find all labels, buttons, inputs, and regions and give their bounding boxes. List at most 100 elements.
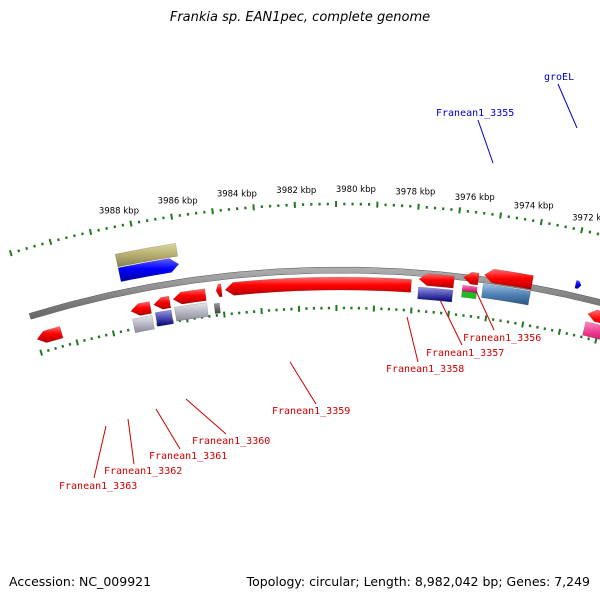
outer-scale-tick: [588, 230, 592, 234]
scale-label: 3980 kbp: [336, 185, 376, 195]
gene-label-franean1-3357[interactable]: Franean1_3357: [426, 348, 504, 359]
cog-box-right[interactable]: [582, 321, 600, 346]
gene-label-franean1-3358[interactable]: Franean1_3358: [386, 364, 464, 375]
leader-line: [557, 83, 578, 129]
gene-label-franean1-3363[interactable]: Franean1_3363: [59, 481, 137, 492]
map-title: Frankia sp. EAN1pec, complete genome: [169, 10, 431, 25]
gene-franean1-3361[interactable]: [172, 288, 207, 305]
gene-label-franean1-3360[interactable]: Franean1_3360: [192, 436, 270, 447]
outer-scale-tick: [25, 246, 29, 251]
outer-scale-tick: [572, 227, 576, 231]
gene-label-groEL[interactable]: groEL: [544, 72, 574, 83]
inner-scale-tick: [536, 325, 539, 329]
outer-scale-tick: [88, 228, 93, 236]
outer-scale-tick: [8, 250, 13, 257]
genome-backbone: [28, 266, 600, 320]
outer-scale-tick: [129, 220, 133, 227]
gene-label-franean1-3359[interactable]: Franean1_3359: [272, 406, 350, 417]
inner-scale-tick: [46, 348, 50, 353]
gene-franean1-3362[interactable]: [153, 295, 172, 310]
gene-franean1-3360[interactable]: [213, 302, 221, 314]
gene-franean1-3355[interactable]: [574, 280, 582, 290]
inner-scale-tick: [579, 335, 583, 339]
gene-right-red[interactable]: [587, 309, 600, 330]
inner-scale-tick: [83, 338, 86, 342]
outer-scale-tick: [113, 225, 117, 229]
outer-scale-tick: [499, 212, 503, 219]
genome-summary-text: Topology: circular; Length: 8,982,042 bp…: [246, 574, 590, 589]
label-leader-lines: [93, 83, 578, 479]
gene-franean1-3363[interactable]: [130, 301, 152, 316]
outer-scale-tick: [97, 228, 100, 232]
leader-line: [406, 316, 419, 363]
outer-scale-tick: [580, 227, 584, 234]
inner-scale-tick: [484, 315, 488, 322]
gene-far-left-red[interactable]: [36, 326, 64, 343]
outer-scale-tick: [17, 249, 21, 253]
gene-small-red[interactable]: [215, 283, 223, 298]
scale-label: 3978 kbp: [395, 188, 435, 198]
outer-scale-tick: [596, 232, 600, 236]
outer-scale-tick: [564, 225, 567, 229]
outer-scale-tick: [57, 238, 60, 242]
cog-box-3363[interactable]: [132, 314, 155, 334]
gene-left-blue[interactable]: [117, 258, 180, 282]
leader-line: [155, 408, 181, 450]
inner-scale-tick: [54, 346, 57, 350]
inner-scale-tick: [75, 339, 79, 346]
outer-scale-tick: [65, 236, 68, 240]
gene-labels: groEL Franean1_3355 Franean1_3356 Franea…: [59, 72, 574, 492]
outer-scale-tick: [211, 208, 214, 215]
cog-box-3358[interactable]: [417, 286, 454, 303]
outer-scale-tick: [458, 207, 461, 214]
inner-scale-tick: [119, 330, 123, 334]
outer-scale: [8, 201, 600, 257]
inner-scale-tick: [97, 335, 101, 339]
outer-scale-tick: [33, 244, 36, 248]
gene-label-franean1-3356[interactable]: Franean1_3356: [463, 333, 541, 344]
leader-line: [185, 398, 227, 435]
scale-label: 3988 kbp: [99, 207, 139, 217]
gene-label-franean1-3355[interactable]: Franean1_3355: [436, 108, 514, 119]
inner-scale-tick: [68, 342, 72, 346]
gene-label-franean1-3362[interactable]: Franean1_3362: [104, 466, 182, 477]
outer-scale-tick: [81, 232, 84, 236]
inner-scale-tick: [61, 344, 65, 348]
scale-label: 3982 kbp: [276, 186, 316, 196]
scale-label: 3986 kbp: [158, 197, 198, 207]
cog-box-3357b[interactable]: [461, 290, 477, 300]
inner-scale-tick: [104, 333, 108, 337]
leader-line: [475, 290, 495, 331]
inner-scale-tick: [543, 327, 547, 331]
outer-scale-tick: [105, 226, 109, 230]
cog-box-left[interactable]: [114, 243, 178, 268]
inner-scale-tick: [565, 331, 569, 335]
leader-line: [289, 361, 317, 405]
outer-scale-tick: [556, 223, 559, 227]
cog-box-3362[interactable]: [154, 309, 174, 327]
gene-franean1-3358[interactable]: [418, 273, 455, 289]
scale-label: 3976 kbp: [455, 193, 495, 203]
scale-label: 3984 kbp: [217, 190, 257, 200]
accession-text: Accession: NC_009921: [9, 574, 152, 589]
cog-box-3356[interactable]: [481, 283, 531, 306]
outer-scale-tick: [170, 213, 174, 220]
gene-franean1-3359[interactable]: [224, 276, 412, 296]
gene-franean1-3356[interactable]: [484, 268, 534, 290]
leader-line: [93, 425, 107, 479]
inner-scale-tick: [222, 311, 226, 318]
outer-scale-tick: [48, 238, 53, 246]
inner-scale-tick: [111, 330, 116, 337]
gene-label-franean1-3361[interactable]: Franean1_3361: [149, 451, 227, 462]
leader-line: [439, 299, 463, 346]
gene-features: [36, 243, 600, 346]
gene-franean1-3357[interactable]: [463, 271, 480, 286]
leader-line: [127, 418, 135, 465]
inner-scale-tick: [587, 337, 591, 341]
inner-scale-tick: [557, 328, 562, 335]
leader-line: [477, 119, 494, 164]
cog-box-3361[interactable]: [174, 302, 209, 322]
